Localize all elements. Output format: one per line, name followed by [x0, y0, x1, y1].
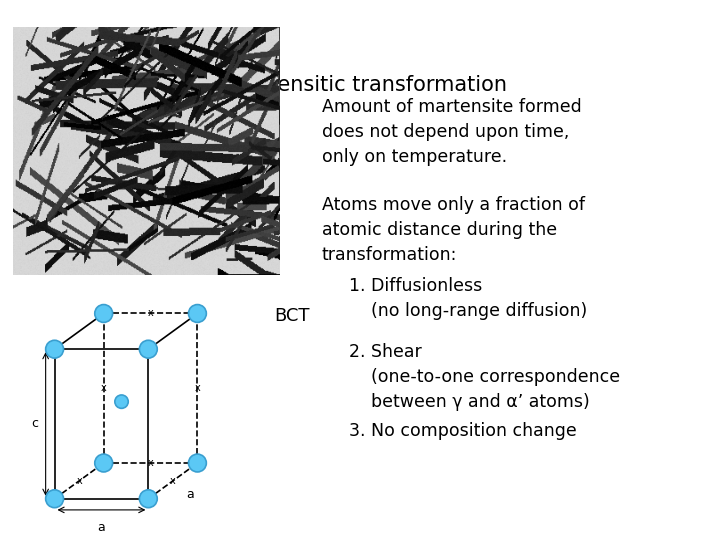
- Circle shape: [45, 340, 63, 358]
- Text: x: x: [148, 458, 153, 468]
- Circle shape: [189, 454, 207, 472]
- Text: x: x: [76, 476, 82, 486]
- Text: x: x: [101, 383, 107, 393]
- Circle shape: [95, 305, 112, 322]
- Circle shape: [140, 490, 157, 508]
- Text: x: x: [194, 383, 200, 393]
- Circle shape: [115, 395, 128, 408]
- Text: Amount of martensite formed
does not depend upon time,
only on temperature.: Amount of martensite formed does not dep…: [322, 98, 581, 166]
- Text: 1. Diffusionless
    (no long-range diffusion): 1. Diffusionless (no long-range diffusio…: [349, 277, 588, 320]
- Text: c: c: [31, 417, 38, 430]
- Text: a: a: [98, 521, 105, 534]
- Text: BCT: BCT: [274, 307, 310, 326]
- Text: Atoms move only a fraction of
atomic distance during the
transformation:: Atoms move only a fraction of atomic dis…: [322, 196, 585, 264]
- Text: Martensitic transformation: Martensitic transformation: [230, 75, 508, 95]
- Text: x: x: [170, 476, 176, 486]
- Text: 3. No composition change: 3. No composition change: [349, 422, 577, 441]
- Circle shape: [95, 454, 112, 472]
- Text: x: x: [148, 308, 153, 319]
- Text: 2. Shear
    (one-to-one correspondence
    between γ and α’ atoms): 2. Shear (one-to-one correspondence betw…: [349, 343, 621, 411]
- Circle shape: [189, 305, 207, 322]
- Text: a: a: [186, 488, 194, 501]
- Circle shape: [140, 340, 157, 358]
- Circle shape: [45, 490, 63, 508]
